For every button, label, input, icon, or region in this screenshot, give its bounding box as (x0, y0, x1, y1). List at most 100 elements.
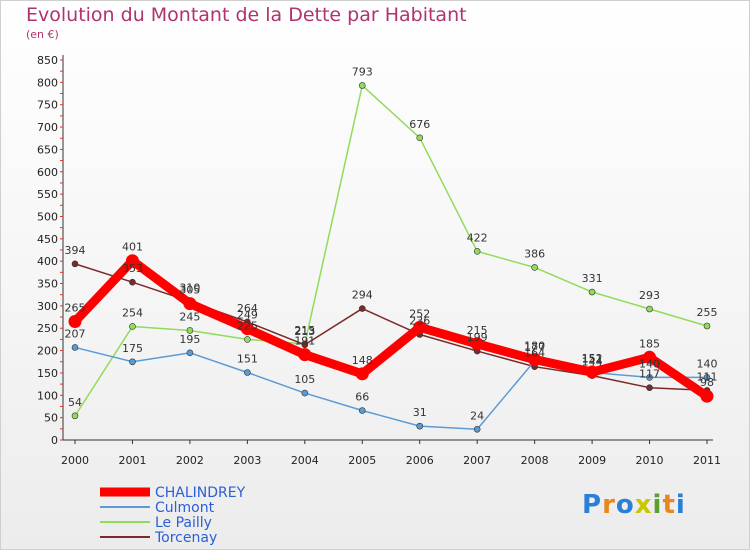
data-label: 215 (294, 324, 315, 337)
data-label: 177 (524, 341, 545, 354)
data-point (528, 353, 542, 367)
logo-letter: x (634, 490, 653, 520)
y-tick-label: 0 (51, 434, 58, 447)
y-tick-label: 50 (44, 412, 58, 425)
y-tick-label: 150 (37, 367, 58, 380)
logo-letter: i (675, 490, 686, 520)
data-label: 24 (470, 409, 484, 422)
data-point (585, 365, 599, 379)
logo-letter: o (615, 490, 635, 520)
data-point (588, 288, 596, 296)
data-label: 293 (639, 289, 660, 302)
y-tick-label: 350 (37, 278, 58, 291)
chart-subtitle: (en €) (26, 28, 59, 41)
legend-label: CHALINDREY (155, 485, 246, 501)
data-label: 310 (179, 281, 200, 294)
data-point (416, 422, 424, 430)
logo-letter: i (652, 490, 663, 520)
data-point (125, 254, 139, 268)
data-label: 180 (524, 340, 545, 353)
data-label: 305 (179, 284, 200, 297)
y-tick-label: 550 (37, 188, 58, 201)
data-point (71, 260, 79, 268)
data-label: 249 (237, 309, 258, 322)
data-label: 185 (639, 337, 660, 350)
y-tick-label: 100 (37, 389, 58, 402)
logo-letter: t (662, 490, 676, 520)
data-label: 164 (524, 347, 545, 360)
data-label: 31 (413, 406, 427, 419)
data-label: 294 (352, 289, 373, 302)
data-label: 236 (409, 314, 430, 327)
legend-label: Torcenay (154, 530, 217, 546)
data-label: 148 (352, 354, 373, 367)
x-tick-label: 2011 (693, 454, 721, 467)
data-point (646, 374, 653, 381)
series-line-chalindrey (70, 256, 712, 401)
data-point (186, 327, 194, 334)
x-tick-label: 2003 (233, 454, 261, 467)
data-point (646, 384, 653, 391)
data-point (301, 341, 309, 349)
y-tick-label: 200 (37, 345, 58, 358)
x-tick-label: 2006 (406, 454, 434, 467)
x-tick-label: 2000 (61, 454, 89, 467)
data-point (703, 374, 711, 381)
data-point (244, 336, 251, 343)
y-tick-label: 500 (37, 210, 58, 223)
data-point (413, 320, 427, 334)
data-point (186, 349, 194, 357)
series-line-culmont (74, 346, 708, 431)
y-tick-label: 450 (37, 233, 58, 246)
data-label: 111 (697, 370, 718, 383)
data-point (244, 369, 251, 376)
data-label: 105 (294, 373, 315, 386)
y-tick-label: 850 (37, 54, 58, 67)
data-point (358, 407, 366, 414)
data-point (68, 315, 82, 329)
x-tick-label: 2009 (578, 454, 606, 467)
data-label: 394 (65, 244, 86, 257)
data-label: 54 (68, 396, 82, 409)
data-point (703, 322, 711, 330)
data-label: 422 (467, 231, 488, 244)
data-point (358, 305, 366, 312)
legend-label: Culmont (155, 500, 215, 516)
data-label: 144 (582, 356, 603, 369)
data-label: 140 (639, 357, 660, 370)
proxiti-logo: Proxiti (582, 490, 686, 520)
series-layer (68, 82, 714, 433)
legend-label: Le Pailly (155, 515, 212, 531)
data-label: 254 (122, 306, 143, 319)
data-label: 117 (639, 368, 660, 381)
data-label: 265 (65, 302, 86, 315)
data-label: 213 (294, 325, 315, 338)
data-point (358, 82, 366, 89)
data-point (71, 412, 79, 420)
data-label: 331 (582, 272, 603, 285)
x-tick-label: 2007 (463, 454, 491, 467)
data-point (129, 323, 136, 330)
x-tick-label: 2002 (176, 454, 204, 467)
data-label: 215 (467, 324, 488, 337)
data-label: 151 (237, 352, 258, 365)
series-line-le-pailly (74, 84, 708, 417)
data-point (700, 389, 714, 403)
data-point (129, 278, 136, 286)
data-point (643, 350, 657, 364)
y-tick-label: 650 (37, 143, 58, 156)
y-tick-label: 300 (37, 300, 58, 313)
data-label: 151 (582, 352, 603, 365)
data-label: 191 (294, 335, 315, 348)
data-point (416, 134, 424, 142)
data-point (646, 305, 653, 313)
x-tick-label: 2005 (348, 454, 376, 467)
data-label: 195 (179, 333, 200, 346)
x-tick-label: 2001 (118, 454, 146, 467)
data-label: 98 (700, 376, 714, 389)
data-label: 199 (467, 331, 488, 344)
data-label: 255 (697, 306, 718, 319)
data-point (240, 322, 254, 336)
x-tick-label: 2010 (636, 454, 664, 467)
